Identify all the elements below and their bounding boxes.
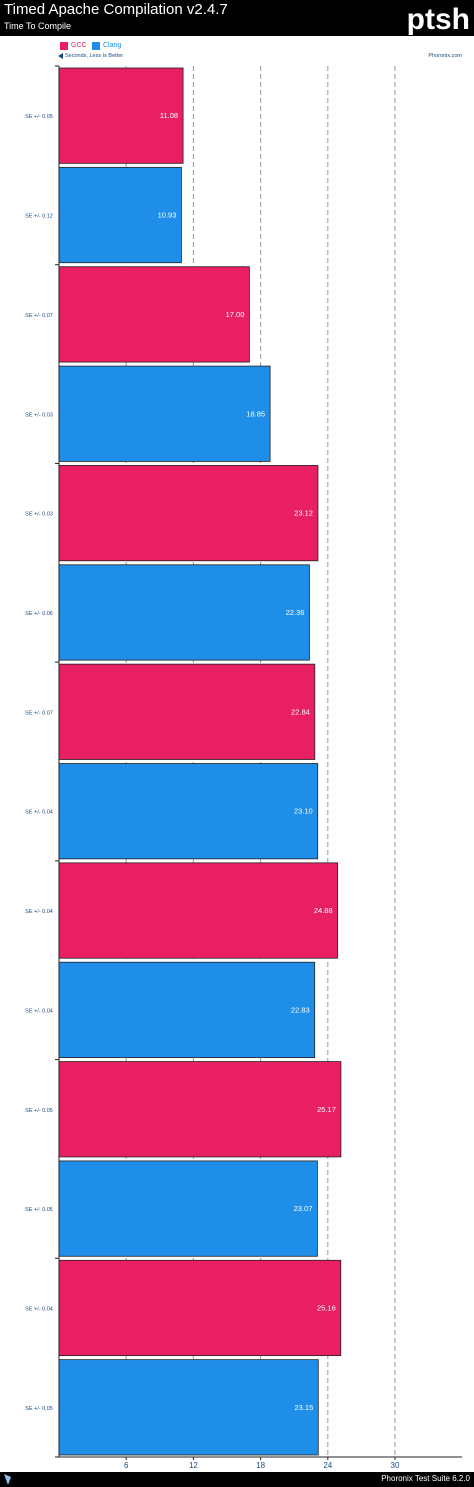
- bar-clang-7: [58, 763, 319, 860]
- legend-label-clang: Clang: [103, 42, 122, 49]
- se-label-12: SE +/- 0.04: [25, 1306, 53, 1312]
- bar-gcc-12: [58, 1259, 342, 1357]
- bar-clang-9: [58, 961, 316, 1058]
- bar-gcc-8: [58, 862, 339, 959]
- left-arrow-icon: [58, 53, 63, 59]
- direction-note: Seconds, Less Is Better: [58, 53, 123, 59]
- bar-value-label-8: 24.88: [314, 906, 333, 915]
- se-label-7: SE +/- 0.04: [25, 810, 53, 816]
- bar-gcc-0: [58, 67, 184, 164]
- bar-value-label-13: 23.15: [294, 1403, 313, 1412]
- bar-gcc-10: [58, 1061, 342, 1158]
- bar-value-label-5: 22.36: [286, 608, 305, 617]
- se-label-1: SE +/- 0.12: [25, 214, 53, 220]
- x-tick-label-12: 12: [189, 1461, 198, 1470]
- bar-clang-5: [58, 564, 310, 661]
- pts-logo-text: ptsh: [407, 3, 470, 35]
- bar-value-label-3: 18.85: [246, 409, 265, 418]
- legend-swatch-clang: [92, 41, 100, 50]
- bar-value-label-0: 11.08: [160, 111, 178, 120]
- bar-clang-1: [58, 166, 182, 264]
- pts-footer-icon: [4, 1474, 11, 1485]
- legend-item-clang: Clang: [92, 41, 121, 50]
- bar-value-label-7: 23.10: [294, 807, 313, 816]
- bar-value-label-1: 10.93: [158, 211, 177, 220]
- se-label-5: SE +/- 0.06: [25, 611, 53, 617]
- se-label-0: SE +/- 0.05: [25, 114, 53, 120]
- se-label-11: SE +/- 0.05: [25, 1207, 53, 1213]
- direction-note-text: Seconds, Less Is Better: [65, 53, 124, 59]
- source-note: Phoronix.com: [428, 53, 462, 59]
- bar-gcc-6: [58, 663, 316, 760]
- bar-clang-11: [58, 1160, 318, 1257]
- bar-value-label-4: 23.12: [294, 509, 313, 518]
- bar-gcc-4: [58, 465, 319, 562]
- chart-title: Timed Apache Compilation v2.4.7: [4, 1, 228, 18]
- chart-subtitle: Time To Compile: [4, 21, 72, 31]
- pts-logo: ptsh: [407, 3, 470, 35]
- bar-value-label-12: 25.16: [317, 1303, 336, 1312]
- bar-gcc-2: [58, 266, 250, 363]
- bar-clang-3: [58, 365, 271, 462]
- footer-text: Phoronix Test Suite 6.2.0: [381, 1474, 470, 1483]
- se-label-3: SE +/- 0.03: [25, 412, 53, 418]
- se-label-6: SE +/- 0.07: [25, 710, 53, 716]
- legend-swatch-gcc: [60, 41, 68, 50]
- chart-footer: Phoronix Test Suite 6.2.0: [0, 1472, 474, 1487]
- se-label-2: SE +/- 0.07: [25, 313, 53, 319]
- se-label-8: SE +/- 0.04: [25, 909, 53, 915]
- se-label-10: SE +/- 0.05: [25, 1108, 53, 1114]
- bar-value-label-2: 17.00: [226, 310, 245, 319]
- x-tick-label-30: 30: [391, 1461, 400, 1470]
- x-tick-label-18: 18: [256, 1461, 265, 1470]
- bar-value-label-10: 25.17: [317, 1105, 336, 1114]
- bar-clang-13: [58, 1359, 319, 1456]
- se-label-13: SE +/- 0.05: [25, 1406, 53, 1412]
- legend-item-gcc: GCC: [60, 41, 87, 50]
- x-tick-label-24: 24: [323, 1461, 332, 1470]
- se-label-9: SE +/- 0.04: [25, 1008, 53, 1014]
- bar-value-label-6: 22.84: [291, 707, 310, 716]
- se-label-4: SE +/- 0.03: [25, 512, 53, 518]
- legend-label-gcc: GCC: [71, 42, 87, 49]
- bar-value-label-9: 22.83: [291, 1005, 310, 1014]
- x-tick-label-6: 6: [124, 1461, 129, 1470]
- bar-value-label-11: 23.07: [294, 1204, 313, 1213]
- chart-header: Timed Apache Compilation v2.4.7 Time To …: [0, 0, 474, 36]
